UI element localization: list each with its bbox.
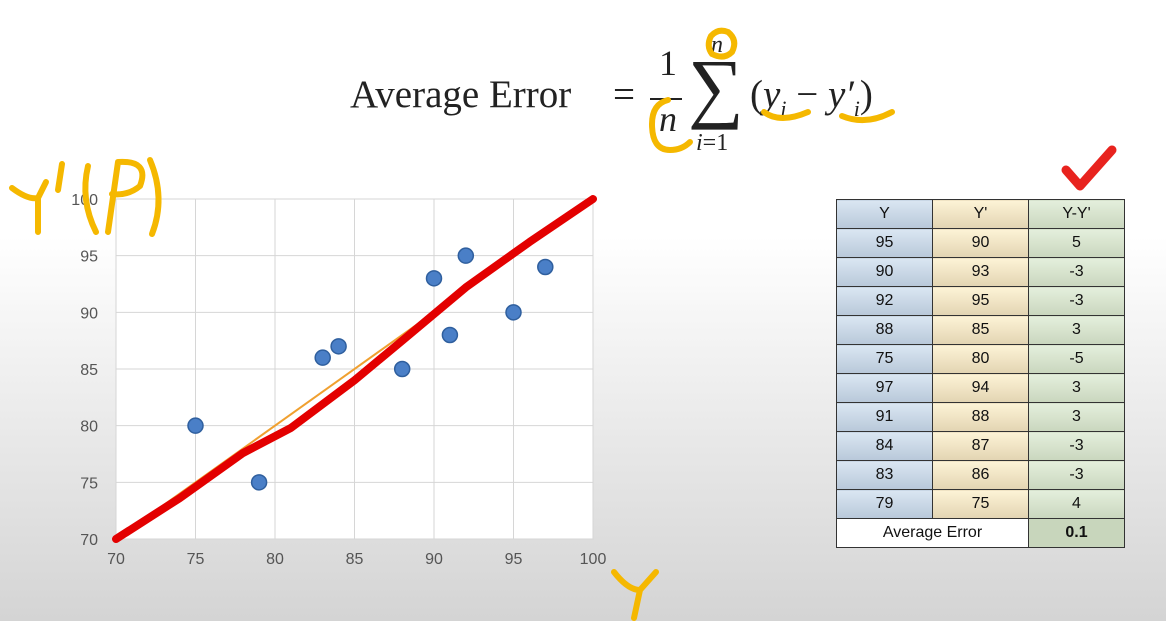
data-point bbox=[314, 349, 331, 366]
data-point bbox=[457, 247, 475, 264]
actual-y-sub: i bbox=[780, 95, 787, 121]
table-row: 83 86 -3 bbox=[836, 460, 1125, 490]
y-tick-label: 80 bbox=[80, 419, 98, 436]
x-tick-label: 100 bbox=[580, 551, 607, 568]
table-row: 88 85 3 bbox=[836, 315, 1125, 345]
y-tick-label: 90 bbox=[80, 305, 98, 322]
cell-y: 83 bbox=[836, 460, 933, 490]
formula-numerator: 1 bbox=[659, 43, 677, 83]
table-row: 79 75 4 bbox=[836, 489, 1125, 519]
table-row: 95 90 5 bbox=[836, 228, 1125, 258]
paren-close: ) bbox=[859, 73, 873, 116]
cell-y: 79 bbox=[836, 489, 933, 519]
cell-y: 91 bbox=[836, 402, 933, 432]
cell-difference: 3 bbox=[1028, 373, 1125, 403]
cell-difference: -3 bbox=[1028, 431, 1125, 461]
error-table-grid: Y Y' Y-Y' 95 90 5 90 93 -3 92 95 -3 88 85 3 75 80 -5 97… bbox=[836, 199, 1125, 548]
cell-y-prime: 88 bbox=[932, 402, 1029, 432]
cell-y-prime: 86 bbox=[932, 460, 1029, 490]
cell-difference: 4 bbox=[1028, 489, 1125, 519]
cell-y: 88 bbox=[836, 315, 933, 345]
average-error-label: Average Error bbox=[836, 518, 1029, 548]
check-icon bbox=[1061, 145, 1117, 191]
table-row: 75 80 -5 bbox=[836, 344, 1125, 374]
header-difference: Y-Y' bbox=[1028, 199, 1125, 229]
x-tick-label: 85 bbox=[346, 551, 364, 568]
error-table: Y Y' Y-Y' 95 90 5 90 93 -3 92 95 -3 88 85 3 75 80 -5 97… bbox=[836, 199, 1125, 548]
sum-upper-limit: n bbox=[711, 32, 723, 58]
cell-difference: -3 bbox=[1028, 257, 1125, 287]
sum-index: i bbox=[696, 130, 703, 156]
paren-open: ( bbox=[750, 73, 763, 116]
table-footer-row: Average Error 0.1 bbox=[836, 518, 1125, 548]
header-y-prime: Y' bbox=[932, 199, 1029, 229]
y-tick-label: 70 bbox=[80, 532, 98, 549]
formula-body: (yi − y′i) bbox=[750, 72, 873, 122]
table-row: 92 95 -3 bbox=[836, 286, 1125, 316]
y-tick-label: 95 bbox=[80, 249, 98, 266]
cell-y: 84 bbox=[836, 431, 933, 461]
cell-y-prime: 93 bbox=[932, 257, 1029, 287]
x-tick-label: 90 bbox=[425, 551, 443, 568]
cell-difference: -3 bbox=[1028, 286, 1125, 316]
predicted-y-sub: i bbox=[853, 95, 860, 121]
table-row: 84 87 -3 bbox=[836, 431, 1125, 461]
actual-y: y bbox=[763, 73, 781, 116]
formula-equals: = bbox=[613, 73, 635, 116]
sigma-icon: ∑ bbox=[688, 43, 744, 130]
cell-difference: 3 bbox=[1028, 315, 1125, 345]
cell-y: 92 bbox=[836, 286, 933, 316]
formula-denominator: n bbox=[659, 99, 677, 139]
trend-line bbox=[112, 195, 597, 543]
formula-lhs: Average Error bbox=[350, 73, 572, 116]
table-row: 90 93 -3 bbox=[836, 257, 1125, 287]
cell-y: 97 bbox=[836, 373, 933, 403]
data-point bbox=[425, 270, 443, 287]
data-point bbox=[505, 304, 522, 321]
x-tick-label: 80 bbox=[266, 551, 284, 568]
cell-y-prime: 90 bbox=[932, 228, 1029, 258]
table-row: 91 88 3 bbox=[836, 402, 1125, 432]
y-tick-label: 75 bbox=[80, 475, 98, 492]
data-point bbox=[537, 258, 554, 276]
cell-y-prime: 95 bbox=[932, 286, 1029, 316]
table-row: 97 94 3 bbox=[836, 373, 1125, 403]
cell-difference: -5 bbox=[1028, 344, 1125, 374]
cell-y-prime: 85 bbox=[932, 315, 1029, 345]
header-y: Y bbox=[836, 199, 933, 229]
x-tick-label: 95 bbox=[505, 551, 523, 568]
y-tick-label: 100 bbox=[71, 192, 98, 209]
sum-lower-limit: i=1 bbox=[696, 130, 728, 157]
predicted-y: y′ bbox=[827, 73, 854, 116]
cell-y-prime: 75 bbox=[932, 489, 1029, 519]
cell-difference: 5 bbox=[1028, 228, 1125, 258]
cell-difference: -3 bbox=[1028, 460, 1125, 490]
cell-y: 90 bbox=[836, 257, 933, 287]
average-error-value: 0.1 bbox=[1028, 518, 1125, 548]
cell-difference: 3 bbox=[1028, 402, 1125, 432]
x-tick-label: 70 bbox=[107, 551, 125, 568]
cell-y-prime: 94 bbox=[932, 373, 1029, 403]
cell-y-prime: 87 bbox=[932, 431, 1029, 461]
data-point bbox=[330, 338, 347, 355]
cell-y: 75 bbox=[836, 344, 933, 374]
data-point bbox=[441, 326, 459, 344]
y-tick-label: 85 bbox=[80, 362, 98, 379]
cell-y: 95 bbox=[836, 228, 933, 258]
sum-start: =1 bbox=[702, 130, 729, 156]
data-point bbox=[250, 474, 268, 491]
cell-y-prime: 80 bbox=[932, 344, 1029, 374]
x-tick-label: 75 bbox=[187, 551, 205, 568]
scatter-chart: 70 75 80 85 90 95 100 70 75 80 85 90 95 100 bbox=[71, 192, 607, 568]
minus-sign: − bbox=[786, 73, 828, 116]
table-header-row: Y Y' Y-Y' bbox=[836, 199, 1125, 229]
data-point bbox=[393, 360, 411, 378]
data-point bbox=[187, 417, 204, 434]
